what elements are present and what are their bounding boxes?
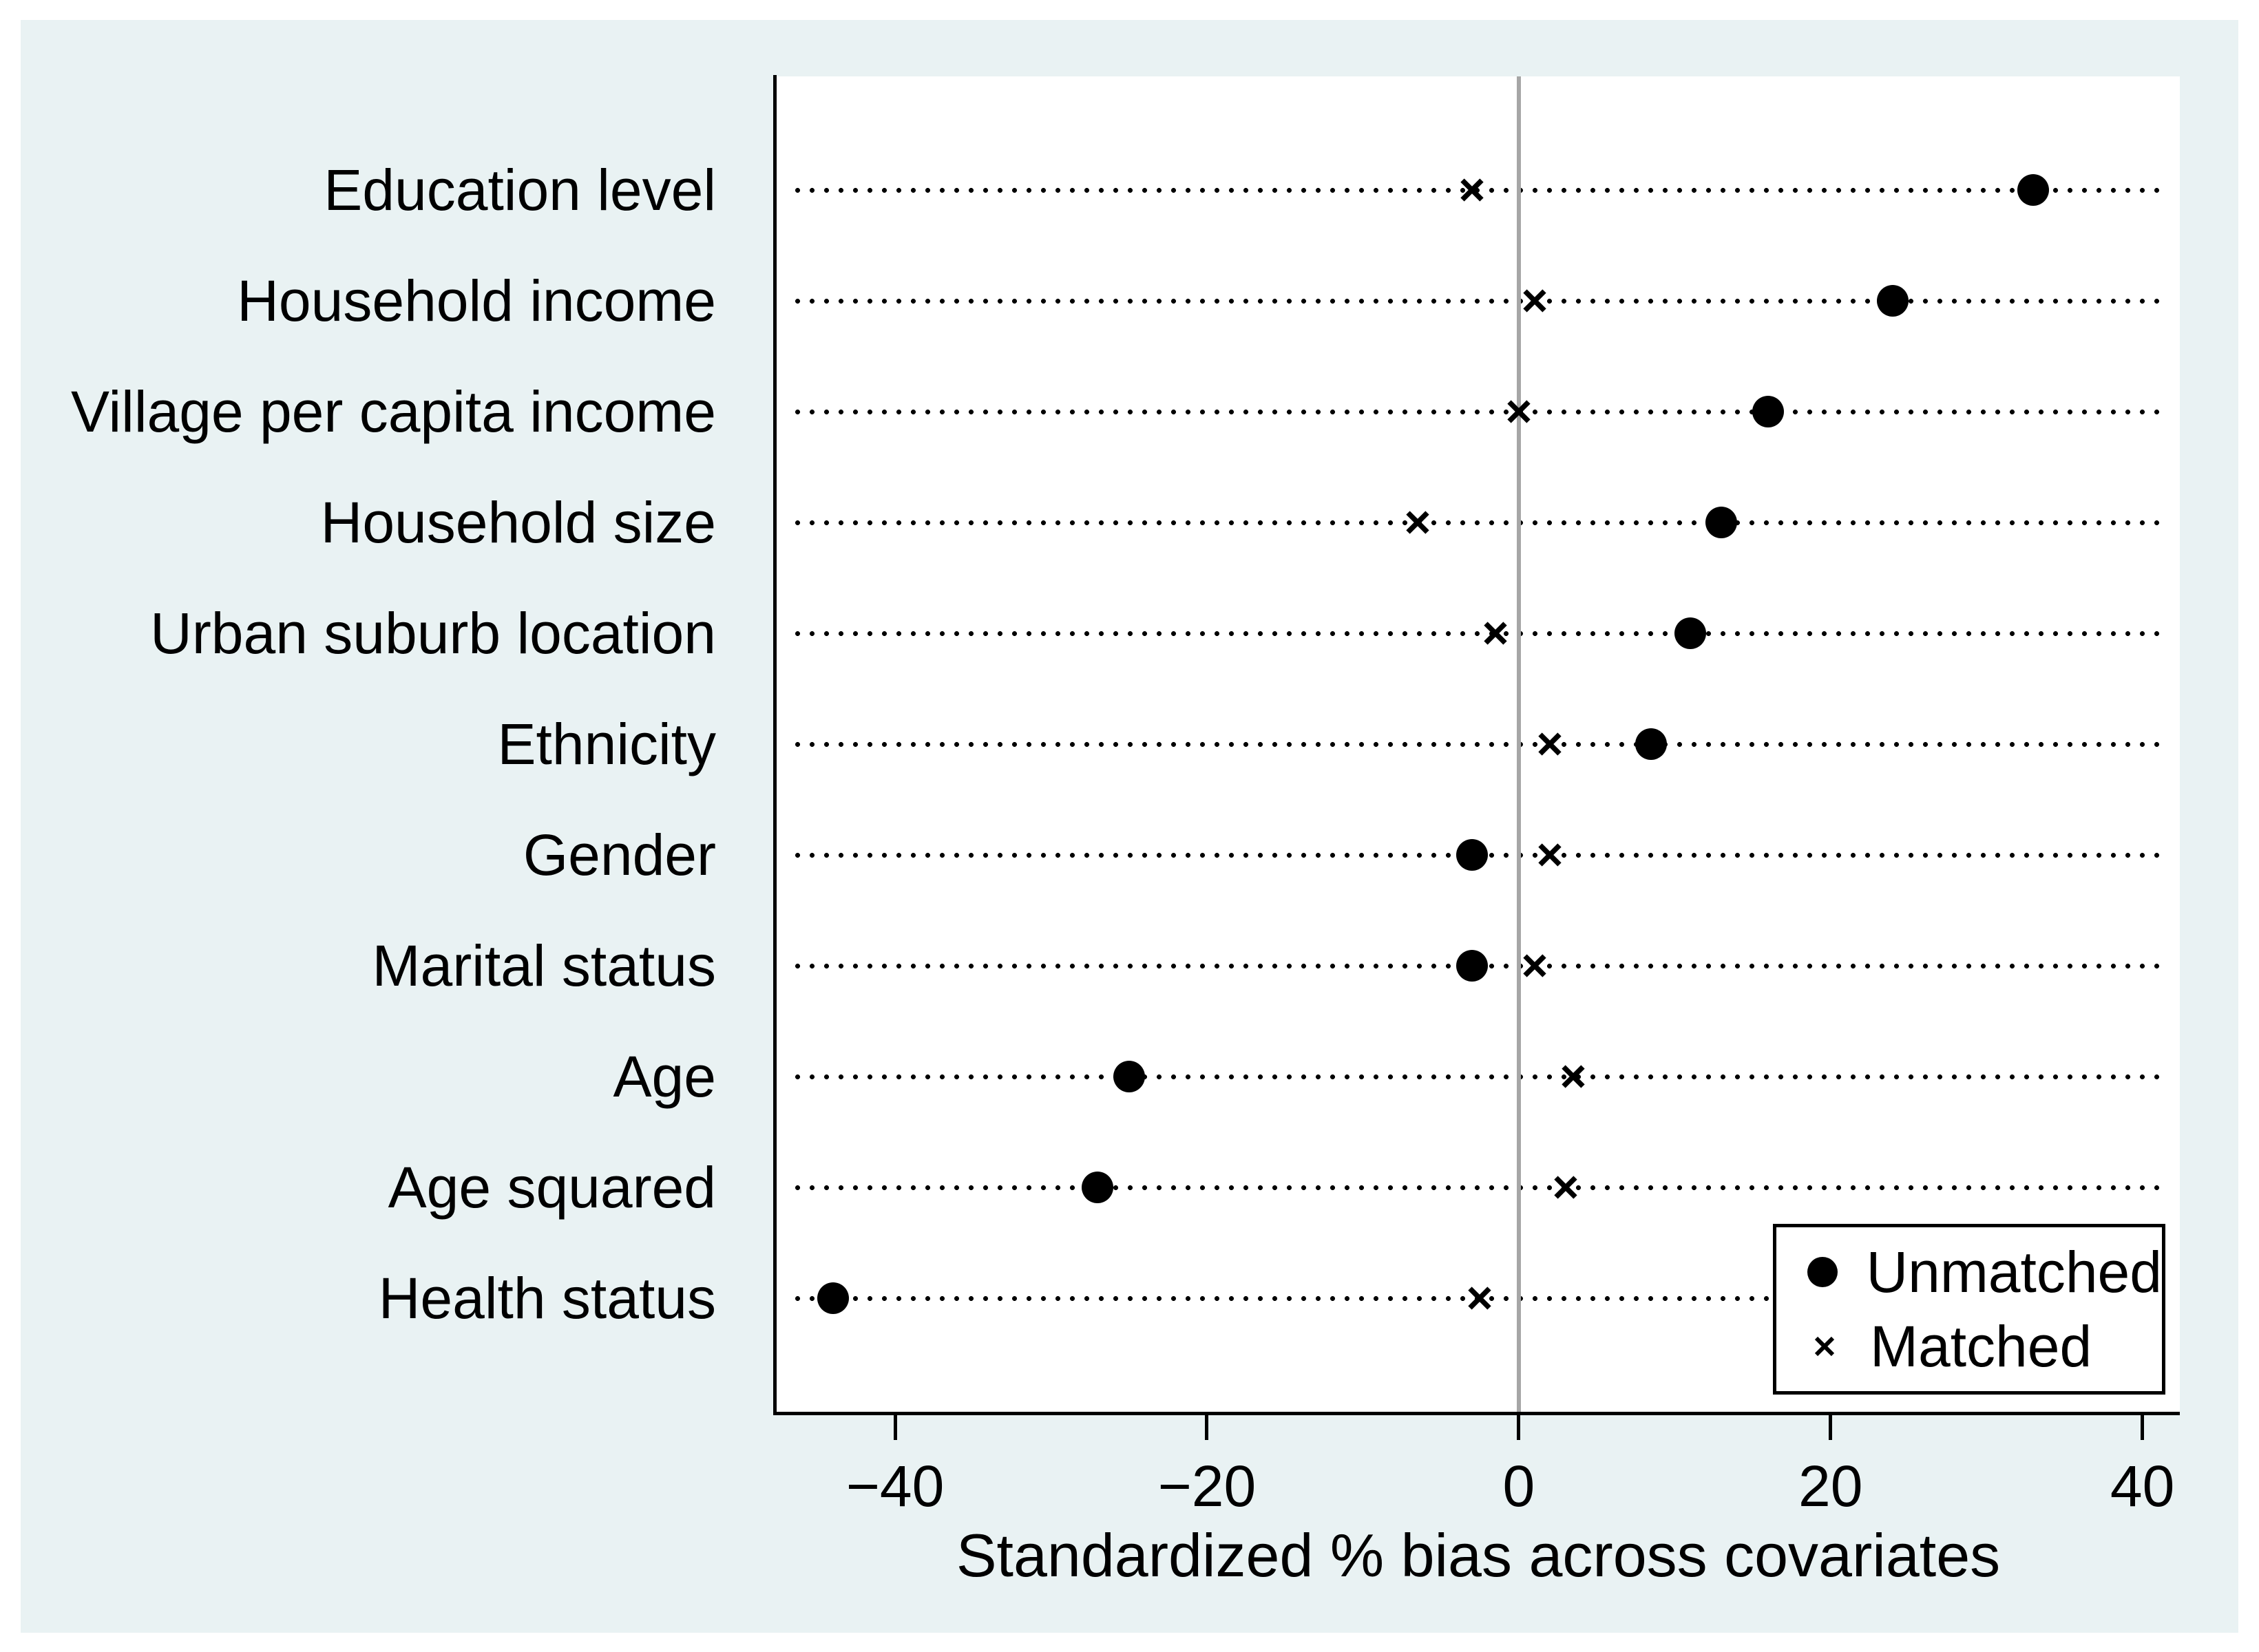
legend-label-matched: Matched [1870,1313,2092,1379]
unmatched-point [1752,396,1785,427]
x-axis-line [773,1412,2180,1415]
dotted-guide-line [790,631,2167,636]
dotted-guide-line [790,188,2167,193]
y-axis-label: Age squared [388,1155,716,1220]
unmatched-point [2017,174,2050,206]
x-axis-tick [2141,1415,2145,1440]
y-axis-label: Ethnicity [497,712,716,776]
y-axis-label: Education level [324,158,716,222]
dotted-guide-line [790,742,2167,747]
y-axis-line [773,75,777,1415]
legend-entry-matched: Matched [1804,1313,2162,1379]
matched-point [1504,397,1533,430]
unmatched-point [1456,950,1488,982]
unmatched-point [1877,285,1909,317]
unmatched-point [1113,1061,1145,1092]
x-axis-tick-label: 0 [1502,1454,1535,1518]
y-axis-label: Health status [378,1266,716,1331]
matched-point [1458,176,1486,208]
matched-point [1403,508,1432,540]
unmatched-point [1456,839,1488,871]
y-axis-label: Urban suburb location [150,601,716,666]
y-axis-label: Marital status [372,933,717,998]
balance-plot-figure: Education level Household income Village p… [21,20,2238,1633]
dotted-guide-line [790,1185,2167,1190]
matched-point [1535,730,1564,762]
matched-point [1520,286,1549,319]
x-axis-tick-label: −20 [1157,1454,1257,1518]
zero-reference-line [1516,76,1521,1412]
matched-point [1481,619,1510,651]
unmatched-point [1635,728,1668,760]
matched-point [1465,1284,1494,1316]
x-axis-tick-label: 20 [1798,1454,1863,1518]
matched-point [1551,1173,1580,1205]
x-axis-tick [1205,1415,1209,1440]
unmatched-point [1674,617,1706,649]
x-axis-tick-label: −40 [845,1454,945,1518]
matched-point [1559,1062,1588,1094]
dotted-guide-line [790,520,2167,525]
matched-point [1520,951,1549,984]
legend-box: Unmatched Matched [1773,1224,2165,1395]
y-axis-label: Household income [237,268,716,333]
unmatched-point [817,1282,849,1314]
dotted-guide-line [790,299,2167,304]
unmatched-circle-icon [1804,1257,1841,1288]
y-axis-label: Gender [523,823,716,887]
y-axis-label: Age [613,1044,716,1109]
unmatched-point [1705,507,1738,538]
unmatched-point [1082,1172,1114,1203]
dotted-guide-line [790,1074,2167,1079]
x-axis-title: Standardized % bias across covariates [956,1521,2001,1589]
x-axis-tick-label: 40 [2110,1454,2175,1518]
x-axis-tick [893,1415,897,1440]
matched-x-icon [1804,1335,1845,1358]
legend-entry-unmatched: Unmatched [1804,1239,2162,1305]
legend-label-unmatched: Unmatched [1866,1240,2162,1305]
y-axis-label: Household size [320,490,716,555]
x-axis-tick [1517,1415,1521,1440]
x-axis-tick [1829,1415,1833,1440]
dotted-guide-line [790,410,2167,414]
matched-point [1535,840,1564,873]
y-axis-label: Village per capita income [70,379,716,444]
